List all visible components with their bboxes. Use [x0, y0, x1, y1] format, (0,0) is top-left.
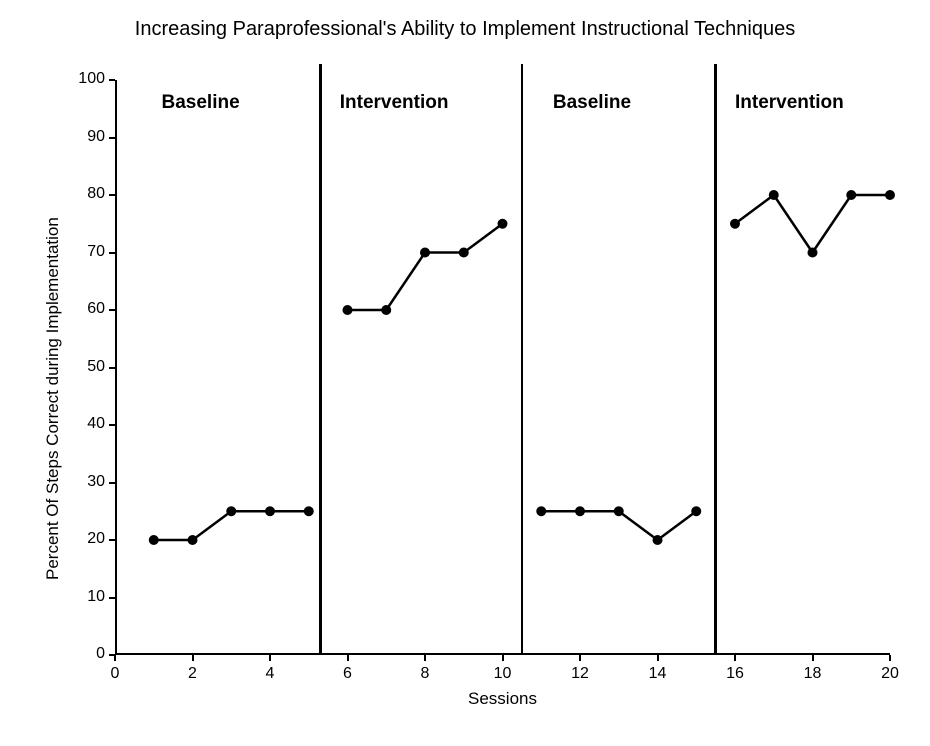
chart-canvas: Increasing Paraprofessional's Ability to…: [0, 0, 930, 746]
x-tick-label: 14: [643, 665, 673, 683]
x-tick-label: 16: [720, 665, 750, 683]
data-point: [226, 506, 236, 516]
data-point: [614, 506, 624, 516]
data-point: [769, 190, 779, 200]
y-tick-label: 90: [65, 128, 105, 146]
y-tick-label: 20: [65, 530, 105, 548]
phase-line: [714, 64, 717, 655]
data-point: [459, 248, 469, 258]
series-layer: [115, 80, 890, 655]
chart-title: Increasing Paraprofessional's Ability to…: [0, 18, 930, 41]
data-point: [536, 506, 546, 516]
phase-label: Baseline: [162, 92, 240, 114]
x-tick-mark: [657, 655, 659, 661]
x-tick-mark: [114, 655, 116, 661]
data-point: [653, 535, 663, 545]
data-point: [691, 506, 701, 516]
x-tick-mark: [269, 655, 271, 661]
x-tick-mark: [734, 655, 736, 661]
y-tick-mark: [109, 597, 115, 599]
y-tick-label: 60: [65, 300, 105, 318]
x-tick-mark: [347, 655, 349, 661]
data-point: [420, 248, 430, 258]
x-tick-label: 10: [488, 665, 518, 683]
x-tick-mark: [812, 655, 814, 661]
y-tick-mark: [109, 482, 115, 484]
x-tick-label: 0: [100, 665, 130, 683]
phase-label: Intervention: [340, 92, 449, 114]
y-tick-label: 50: [65, 358, 105, 376]
x-tick-label: 2: [178, 665, 208, 683]
x-tick-label: 12: [565, 665, 595, 683]
y-tick-mark: [109, 194, 115, 196]
x-tick-mark: [889, 655, 891, 661]
data-point: [343, 305, 353, 315]
data-point: [304, 506, 314, 516]
series-line: [348, 224, 503, 310]
x-tick-label: 18: [798, 665, 828, 683]
data-point: [498, 219, 508, 229]
x-axis-label: Sessions: [115, 689, 890, 709]
x-tick-mark: [502, 655, 504, 661]
y-tick-mark: [109, 424, 115, 426]
y-tick-mark: [109, 137, 115, 139]
data-point: [885, 190, 895, 200]
plot-area: [115, 80, 890, 655]
x-tick-label: 4: [255, 665, 285, 683]
y-tick-label: 30: [65, 473, 105, 491]
y-tick-label: 10: [65, 588, 105, 606]
series-line: [735, 195, 890, 253]
y-tick-mark: [109, 79, 115, 81]
x-tick-label: 8: [410, 665, 440, 683]
phase-line: [521, 64, 524, 655]
y-tick-label: 80: [65, 185, 105, 203]
data-point: [188, 535, 198, 545]
data-point: [381, 305, 391, 315]
x-tick-mark: [192, 655, 194, 661]
x-tick-label: 20: [875, 665, 905, 683]
x-tick-label: 6: [333, 665, 363, 683]
y-tick-label: 70: [65, 243, 105, 261]
data-point: [846, 190, 856, 200]
data-point: [808, 248, 818, 258]
y-tick-mark: [109, 539, 115, 541]
y-tick-label: 100: [65, 70, 105, 88]
x-tick-mark: [424, 655, 426, 661]
y-tick-label: 40: [65, 415, 105, 433]
phase-line: [319, 64, 322, 655]
x-tick-mark: [579, 655, 581, 661]
phase-label: Baseline: [553, 92, 631, 114]
data-point: [265, 506, 275, 516]
data-point: [149, 535, 159, 545]
y-tick-mark: [109, 367, 115, 369]
data-point: [575, 506, 585, 516]
y-axis-label: Percent Of Steps Correct during Implemen…: [43, 217, 63, 580]
phase-label: Intervention: [735, 92, 844, 114]
data-point: [730, 219, 740, 229]
y-tick-label: 0: [65, 645, 105, 663]
y-tick-mark: [109, 309, 115, 311]
y-tick-mark: [109, 252, 115, 254]
